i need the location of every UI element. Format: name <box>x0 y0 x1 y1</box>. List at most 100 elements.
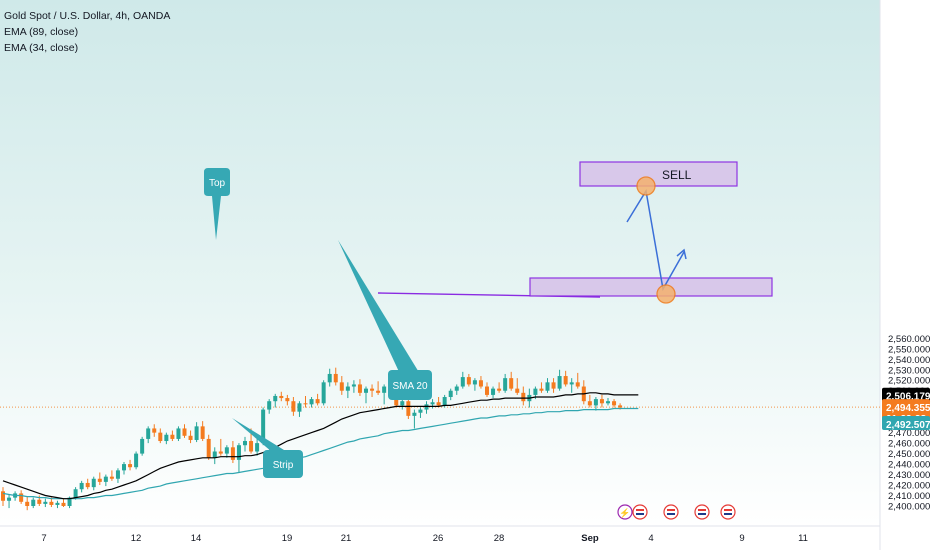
x-tick-label: 4 <box>648 533 653 544</box>
candle-body <box>7 497 12 501</box>
candle-body <box>376 390 381 393</box>
candle-body <box>85 482 90 488</box>
candle-body <box>400 401 405 406</box>
x-tick-label: 12 <box>131 533 142 544</box>
candle-body <box>412 412 417 416</box>
legend-ema89[interactable]: EMA (89, close) <box>4 26 79 38</box>
sma20-callout <box>388 370 432 400</box>
candle-body <box>109 476 114 479</box>
candle-body <box>200 426 205 439</box>
candle-body <box>454 386 459 391</box>
candle-body <box>261 409 266 444</box>
y-tick-label: 2,420.000 <box>888 481 930 492</box>
candle-body <box>61 502 66 506</box>
projection-path <box>626 188 685 292</box>
candle-body <box>545 382 550 391</box>
x-tick-label: 26 <box>433 533 444 544</box>
candle-body <box>212 451 217 458</box>
y-tick-label: 2,560.000 <box>888 334 930 345</box>
candle-body <box>606 401 610 404</box>
event-icons: ⚡ <box>617 504 736 520</box>
x-axis: 7 12 14 19 21 26 28 Sep 4 9 11 <box>41 533 808 544</box>
candle-body <box>618 405 623 408</box>
x-tick-label: 11 <box>798 533 808 544</box>
candle-body <box>291 401 296 412</box>
time-axis-panel <box>0 526 880 550</box>
sell-target-circle <box>636 176 656 196</box>
candle-body <box>491 388 496 395</box>
flag-stripe <box>667 509 675 511</box>
y-tick-label: 2,530.000 <box>888 365 930 376</box>
candle-body <box>593 399 598 406</box>
candle-body <box>485 386 489 395</box>
candles <box>1 367 623 511</box>
candle-body <box>563 376 568 385</box>
candle-body <box>79 482 84 490</box>
y-tick-label: 2,550.000 <box>888 344 930 355</box>
candle-body <box>140 438 145 454</box>
candle-body <box>37 499 42 504</box>
candle-body <box>243 441 247 446</box>
candle-body <box>146 428 151 439</box>
candle-body <box>587 401 592 406</box>
candle-body <box>460 377 465 387</box>
candle-body <box>551 382 556 389</box>
candle-body <box>128 464 133 468</box>
candle-body <box>309 399 314 405</box>
candle-body <box>327 373 332 383</box>
flag-stripe <box>724 509 732 511</box>
candle-body <box>55 502 60 505</box>
candle-body <box>91 478 96 488</box>
candle-body <box>345 386 350 391</box>
zones: SELL <box>377 161 773 298</box>
projection-arrowhead <box>676 248 687 260</box>
candle-body <box>370 388 375 391</box>
candle-body <box>206 438 211 458</box>
candle-body <box>182 428 187 436</box>
x-tick-label: 28 <box>494 533 505 544</box>
candle-body <box>25 501 30 506</box>
candle-body <box>279 395 284 399</box>
candle-body <box>188 435 193 440</box>
candle-body <box>321 382 326 404</box>
legend-ema34[interactable]: EMA (34, close) <box>4 42 79 54</box>
y-tick-label: 2,470.000 <box>888 428 930 439</box>
candle-body <box>442 397 447 406</box>
candle-body <box>315 399 320 404</box>
candle-body <box>152 428 157 433</box>
lightning-icon <box>617 504 633 520</box>
candle-body <box>303 403 308 405</box>
candle-body <box>351 384 356 387</box>
candle-body <box>430 402 435 405</box>
candle-body <box>224 447 229 454</box>
candle-body <box>515 388 520 393</box>
legend-symbol[interactable]: Gold Spot / U.S. Dollar, 4h, OANDA <box>4 10 171 22</box>
chart-legend: Gold Spot / U.S. Dollar, 4h, OANDA EMA (… <box>4 8 170 56</box>
us-flag-event-icon <box>720 504 736 520</box>
candle-body <box>170 434 175 439</box>
candle-body <box>339 382 344 391</box>
candle-body <box>285 398 290 402</box>
flag-stripe <box>667 513 675 515</box>
candle-body <box>273 395 278 402</box>
candle-body <box>1 491 5 501</box>
flag-stripe <box>698 513 706 515</box>
y-tick-label: 2,460.000 <box>888 439 930 450</box>
candle-body <box>521 392 526 402</box>
y-tick-label: 2,400.000 <box>888 502 930 513</box>
candle-body <box>497 388 502 391</box>
candle-body <box>230 447 235 460</box>
candle-body <box>575 382 580 387</box>
strip-callout-label: Strip <box>273 460 294 471</box>
us-flag-event-icon <box>694 504 710 520</box>
top-callout <box>204 168 230 240</box>
sell-label: SELL <box>662 168 692 182</box>
candle-body <box>557 376 562 389</box>
candle-body <box>164 434 169 442</box>
candle-body <box>43 501 48 504</box>
flag-stripe <box>636 513 644 515</box>
candle-body <box>612 401 617 406</box>
ema34-line <box>2 392 639 500</box>
